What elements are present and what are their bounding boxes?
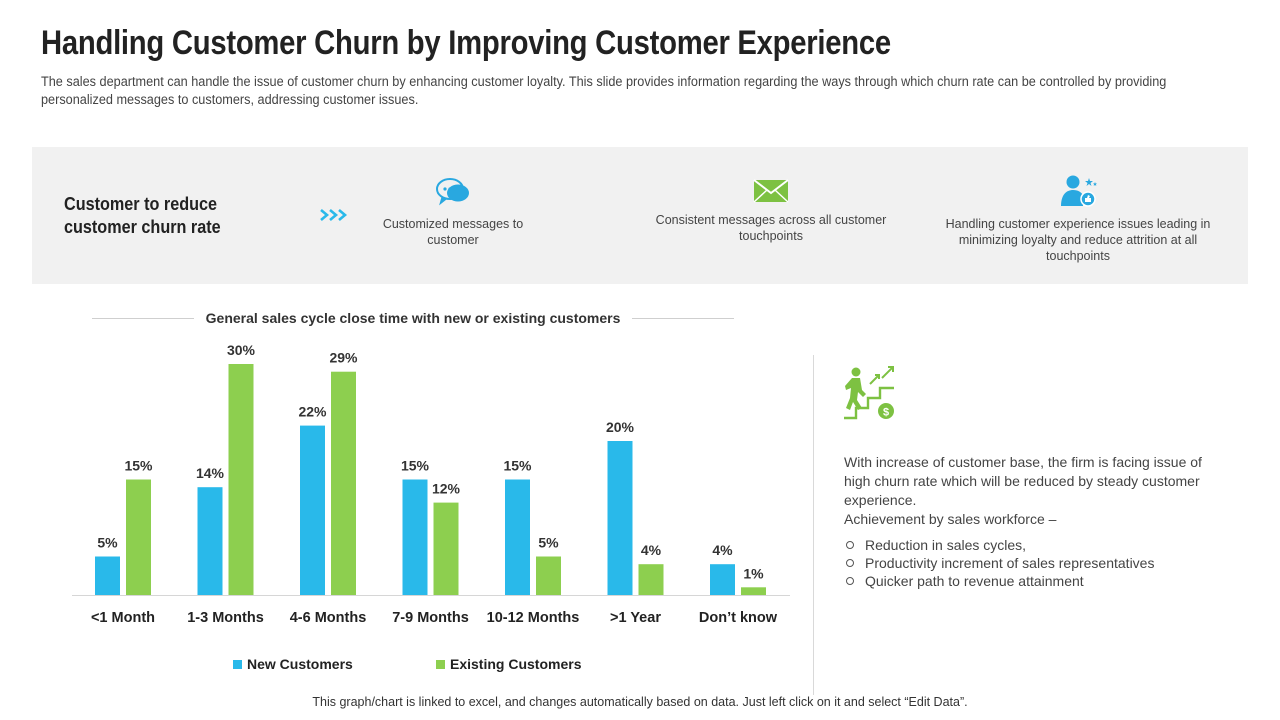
x-tick-label: <1 Month [91,610,155,626]
bar-existing-3 [433,502,459,595]
footer-note: This graph/chart is linked to excel, and… [312,695,968,709]
bar-new-4 [505,479,530,595]
step-label: Handling customer experience issues lead… [945,217,1211,263]
legend-swatch-existing [436,659,445,669]
chat-bubbles-icon [436,178,469,206]
chevrons-icon [320,209,348,221]
x-tick-label: >1 Year [610,610,661,626]
bar-existing-6 [741,587,766,595]
legend-label-existing: Existing Customers [450,656,582,672]
data-label-existing-2: 29% [329,350,358,366]
bullet-circle-icon [846,577,854,585]
vertical-divider [813,355,814,695]
churn-description: With increase of customer base, the firm… [844,454,1202,508]
strategy-band [32,147,1248,284]
step-handling-issues: Handling customer experience issues lead… [943,174,1213,264]
x-tick-label: 4-6 Months [290,610,367,626]
data-label-new-5: 20% [606,419,635,435]
data-label-existing-4: 5% [538,535,559,551]
x-tick-label: 1-3 Months [187,610,264,626]
bar-new-2 [300,425,325,595]
title-rule-right [632,317,735,319]
step-label: Consistent messages across all customer … [655,213,887,243]
step-consistent-messages: Consistent messages across all customer … [651,178,891,244]
band-title: Customer to reduce customer churn rate [64,194,221,237]
page-title: Handling Customer Churn by Improving Cus… [41,24,891,62]
envelope-icon [753,179,789,203]
bar-existing-0 [126,479,151,595]
step-label: Customized messages to customer [382,217,524,247]
legend-existing: Existing Customers [436,656,581,672]
bar-new-6 [710,564,735,595]
x-tick-label: 10-12 Months [487,610,580,626]
legend-label-new: New Customers [247,656,353,672]
bar-existing-1 [228,364,254,595]
achievement-list: Reduction in sales cycles, Productivity … [844,536,1214,590]
list-item: Reduction in sales cycles, [844,536,1214,554]
bar-new-0 [95,556,120,595]
bar-new-3 [402,479,428,595]
x-tick-label: 7-9 Months [392,610,469,626]
bar-new-5 [607,441,633,595]
data-label-new-1: 14% [196,465,225,481]
data-label-new-0: 5% [97,535,118,551]
title-rule-left [92,317,194,319]
user-support-icon [1061,175,1097,207]
svg-text:$: $ [883,407,889,419]
data-label-new-4: 15% [503,458,532,474]
legend-swatch-new [233,659,242,669]
x-tick-label: Don’t know [699,610,778,626]
page-subtitle: The sales department can handle the issu… [41,74,1167,107]
data-label-existing-3: 12% [432,481,461,497]
growth-stairs-icon: $ [844,366,894,420]
bar-chart: 5% 15% <1 Month 14% 30% 1-3 Months 22% 29% 4-6 M… [72,342,790,626]
bullet-circle-icon [846,559,854,567]
list-item: Productivity increment of sales represen… [844,554,1214,572]
bar-existing-2 [331,371,356,595]
list-item: Quicker path to revenue attainment [844,572,1214,590]
data-label-new-2: 22% [298,404,327,420]
data-label-new-6: 4% [712,542,733,558]
achievement-heading: Achievement by sales workforce – [844,511,1057,527]
data-label-existing-1: 30% [227,342,256,358]
bar-existing-4 [536,556,561,595]
data-label-existing-5: 4% [641,542,662,558]
legend-new: New Customers [233,656,353,672]
right-panel-text: With increase of customer base, the firm… [844,453,1214,529]
bar-existing-5 [638,564,664,595]
data-label-existing-0: 15% [124,458,153,474]
bullet-circle-icon [846,541,854,549]
chart-title-row: General sales cycle close time with new … [92,308,735,328]
data-label-existing-6: 1% [743,565,764,581]
step-customized-messages: Customized messages to customer [373,176,533,248]
data-label-new-3: 15% [401,458,430,474]
chart-title: General sales cycle close time with new … [205,310,621,326]
bar-new-1 [197,487,223,595]
